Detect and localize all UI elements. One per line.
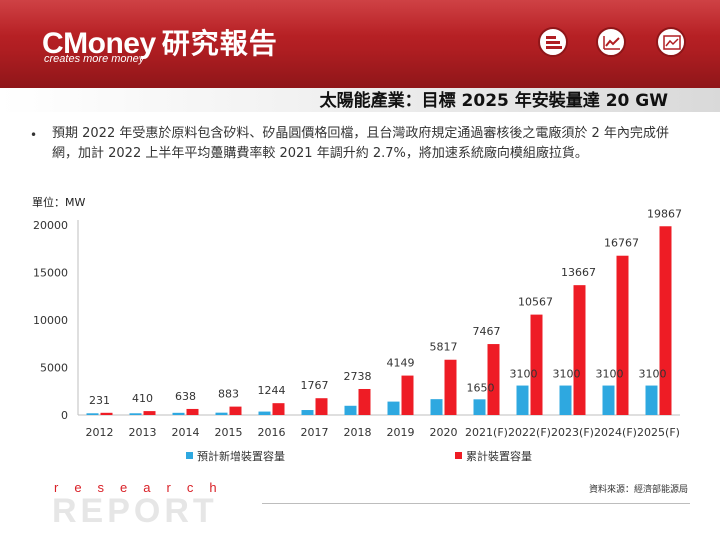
y-tick-label: 20000 (33, 219, 68, 232)
y-tick-label: 15000 (33, 267, 68, 280)
bar-cumulative-capacity (186, 408, 199, 415)
bar-new-capacity (430, 399, 443, 415)
legend-swatch-new (186, 452, 193, 459)
data-label-cumulative: 1767 (301, 379, 329, 392)
bar-cumulative-capacity (530, 314, 543, 415)
data-label-cumulative: 4149 (387, 357, 415, 370)
data-label-cumulative: 883 (218, 388, 239, 401)
bullet-text: 預期 2022 年受惠於原料包含矽料、矽晶圓價格回檔，且台灣政府規定通過審核後之… (52, 126, 669, 161)
x-tick-label: 2019 (387, 426, 415, 439)
bar-new-capacity (559, 385, 572, 415)
data-label-cumulative: 410 (132, 392, 153, 405)
bar-cumulative-capacity (143, 411, 156, 415)
legend-label-cumulative: 累計裝置容量 (466, 449, 532, 463)
bar-new-capacity (516, 385, 529, 415)
bar-new-capacity (473, 399, 486, 415)
slide-title: 太陽能產業：目標 2025 年安裝量達 20 GW (319, 91, 668, 111)
data-label-cumulative: 10567 (518, 296, 553, 309)
x-tick-label: 2012 (86, 426, 114, 439)
bar-cumulative-capacity (100, 412, 113, 415)
data-label-new: 3100 (510, 368, 538, 381)
brand-suffix: 研究報告 (161, 28, 278, 59)
data-label-cumulative: 5817 (430, 341, 458, 354)
brand-logo: CMoney 研究報告 (42, 22, 278, 62)
footer-report: REPORT (52, 492, 218, 530)
footer-divider (262, 503, 690, 504)
x-tick-label: 2018 (344, 426, 372, 439)
bar-new-capacity (387, 401, 400, 415)
y-tick-label: 5000 (40, 362, 68, 375)
data-label-new: 3100 (639, 368, 667, 381)
y-tick-label: 10000 (33, 314, 68, 327)
unit-label: 單位：MW (32, 196, 86, 209)
bullet-marker: • (30, 128, 38, 142)
data-label-cumulative: 2738 (344, 370, 372, 383)
source-note: 資料來源：經濟部能源局 (588, 485, 688, 495)
bar-cumulative-capacity (444, 359, 457, 415)
bar-new-capacity (129, 413, 142, 415)
x-tick-label: 2021(F) (465, 426, 508, 439)
y-tick-label: 0 (61, 409, 68, 422)
data-label-cumulative: 19867 (647, 207, 682, 220)
x-tick-label: 2023(F) (551, 426, 594, 439)
footer-research: research (54, 480, 233, 495)
bar-new-capacity (645, 385, 658, 415)
x-tick-label: 2025(F) (637, 426, 680, 439)
x-tick-label: 2015 (215, 426, 243, 439)
bar-new-capacity (344, 405, 357, 415)
data-label-cumulative: 638 (175, 390, 196, 403)
bar-cumulative-capacity (487, 344, 500, 415)
brand-tagline: creates more money (44, 53, 145, 65)
bar-cumulative-capacity (573, 285, 586, 415)
brand-name: CMoney (42, 27, 156, 60)
data-label-new: 1650 (467, 381, 495, 394)
data-label-cumulative: 7467 (473, 325, 501, 338)
data-label-cumulative: 16767 (604, 237, 639, 250)
bar-new-capacity (602, 385, 615, 415)
bar-cumulative-capacity (659, 226, 672, 415)
data-label-cumulative: 1244 (258, 384, 286, 397)
legend-swatch-cumulative (455, 452, 462, 459)
trend-chart-icon[interactable] (596, 27, 626, 57)
x-tick-label: 2024(F) (594, 426, 637, 439)
bar-cumulative-capacity (315, 398, 328, 415)
title-bar (0, 88, 720, 112)
bar-new-capacity (301, 410, 314, 415)
bar-new-capacity (172, 412, 185, 415)
bar-new-capacity (258, 411, 271, 415)
x-tick-label: 2013 (129, 426, 157, 439)
x-tick-label: 2014 (172, 426, 200, 439)
bar-cumulative-capacity (401, 375, 414, 415)
x-tick-label: 2022(F) (508, 426, 551, 439)
stack-icon[interactable] (538, 27, 568, 57)
bar-cumulative-capacity (229, 406, 242, 415)
data-label-cumulative: 13667 (561, 266, 596, 279)
x-tick-label: 2017 (301, 426, 329, 439)
bar-cumulative-capacity (272, 403, 285, 415)
bar-cumulative-capacity (358, 388, 371, 415)
bar-new-capacity (215, 412, 228, 415)
bar-cumulative-capacity (616, 255, 629, 415)
x-tick-label: 2020 (430, 426, 458, 439)
legend-label-new: 預計新增裝置容量 (197, 449, 285, 463)
data-label-cumulative: 231 (89, 394, 110, 407)
x-tick-label: 2016 (258, 426, 286, 439)
data-label-new: 3100 (596, 368, 624, 381)
data-label-new: 3100 (553, 368, 581, 381)
bar-new-capacity (86, 413, 99, 415)
picture-chart-icon[interactable] (656, 27, 686, 57)
